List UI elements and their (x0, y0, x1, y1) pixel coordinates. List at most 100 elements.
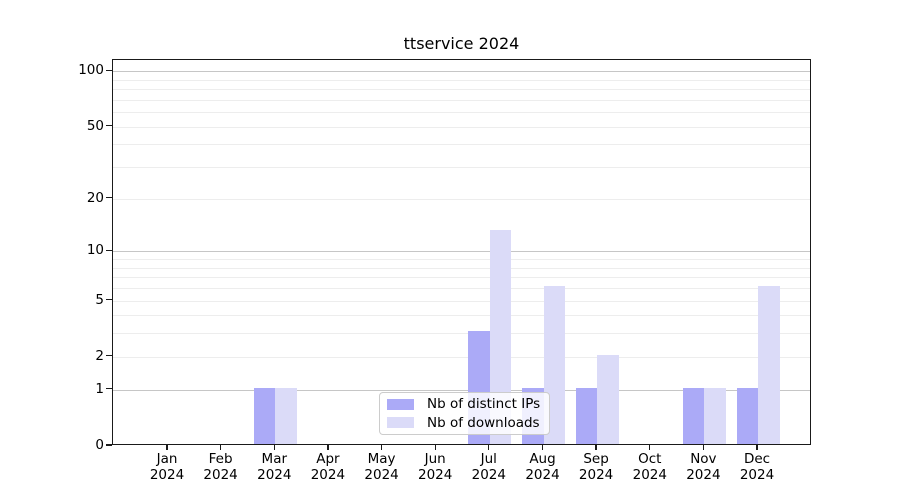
plot-area (112, 59, 811, 445)
x-tick-mark-sep (595, 445, 597, 450)
x-tick-mark-feb (219, 445, 222, 450)
x-tick-year: 2024 (525, 466, 560, 483)
x-tick-month: Aug (529, 451, 556, 467)
x-tick-month: Mar (261, 451, 288, 467)
x-tick-mark-nov (702, 445, 705, 450)
gridline-7 (113, 277, 810, 279)
gridline-20 (113, 198, 810, 200)
gridline-90 (113, 79, 810, 81)
gridline-6 (113, 288, 810, 289)
bar-jul-downloads (489, 229, 512, 444)
y-tick-mark-0 (106, 444, 112, 446)
y-tick-label-5: 5 (95, 291, 104, 308)
x-tick-mark-mar (273, 445, 275, 450)
x-tick-month: Oct (638, 451, 662, 467)
x-tick-label-jun: Jun 2024 (390, 451, 480, 483)
x-tick-label-apr: Apr 2024 (283, 451, 373, 483)
x-tick-month: May (367, 451, 396, 467)
x-tick-label-aug: Aug 2024 (498, 451, 588, 483)
y-tick-mark-20 (106, 197, 112, 199)
bar-dec-downloads (758, 286, 780, 444)
x-tick-label-may: May 2024 (337, 451, 427, 483)
legend-swatch-distinct-ips (387, 399, 414, 410)
y-tick-mark-10 (106, 249, 112, 251)
x-tick-year: 2024 (739, 466, 775, 483)
x-tick-year: 2024 (310, 466, 346, 483)
x-tick-mark-may (380, 445, 383, 450)
gridline-1 (113, 389, 810, 391)
x-tick-mark-oct (649, 445, 651, 450)
legend-label-downloads: Nb of downloads (427, 414, 540, 431)
y-tick-mark-5 (106, 298, 112, 301)
y-tick-mark-100 (106, 69, 112, 71)
x-tick-year: 2024 (364, 466, 399, 483)
y-tick-mark-1 (106, 388, 112, 390)
x-tick-label-feb: Feb 2024 (176, 451, 266, 483)
bar-nov-distinct-ips (682, 387, 705, 444)
y-tick-mark-50 (106, 125, 112, 127)
x-tick-month: Jun (424, 451, 446, 467)
bar-sep-distinct-ips (575, 387, 598, 444)
chart-title: ttservice 2024 (403, 34, 520, 53)
x-tick-mark-aug (541, 445, 544, 450)
x-tick-label-oct: Oct 2024 (605, 451, 695, 483)
x-tick-year: 2024 (578, 466, 614, 483)
legend: Nb of distinct IPs Nb of downloads (379, 392, 551, 435)
x-tick-year: 2024 (257, 466, 292, 483)
gridline-80 (113, 89, 810, 91)
bar-mar-downloads (275, 387, 297, 444)
x-tick-month: Jan (156, 451, 178, 467)
x-tick-mark-apr (327, 445, 329, 450)
legend-entry-distinct-ips: Nb of distinct IPs (387, 396, 540, 412)
legend-label-distinct-ips: Nb of distinct IPs (427, 396, 541, 413)
legend-entry-downloads: Nb of downloads (387, 415, 540, 431)
x-tick-year: 2024 (471, 466, 506, 483)
y-tick-label-50: 50 (86, 117, 104, 134)
x-tick-label-sep: Sep 2024 (551, 451, 641, 483)
gridline-2 (113, 356, 810, 358)
x-tick-year: 2024 (686, 466, 721, 483)
y-tick-label-10: 10 (86, 242, 104, 259)
gridline-100 (113, 71, 810, 73)
x-tick-month: Sep (583, 451, 609, 467)
x-tick-year: 2024 (632, 466, 667, 483)
x-tick-label-dec: Dec 2024 (712, 451, 802, 483)
gridline-5 (113, 300, 810, 302)
bar-dec-distinct-ips (736, 387, 758, 444)
bar-sep-downloads (597, 354, 619, 444)
y-tick-label-0: 0 (95, 437, 104, 453)
gridline-70 (113, 99, 810, 101)
x-tick-mark-jan (166, 445, 168, 450)
x-tick-month: Apr (316, 451, 340, 467)
y-tick-label-2: 2 (95, 347, 104, 364)
x-tick-label-nov: Nov 2024 (658, 451, 748, 483)
x-tick-month: Nov (690, 451, 717, 467)
x-tick-year: 2024 (418, 466, 453, 483)
gridline-50 (113, 126, 810, 128)
gridline-40 (113, 144, 810, 146)
x-tick-mark-jul (488, 445, 490, 450)
y-tick-label-100: 100 (78, 62, 104, 79)
gridline-4 (113, 315, 810, 317)
x-tick-year: 2024 (203, 466, 238, 483)
gridline-60 (113, 112, 810, 114)
legend-swatch-downloads (387, 417, 414, 428)
x-tick-mark-dec (756, 445, 758, 450)
x-tick-mark-jun (434, 445, 436, 450)
y-tick-mark-2 (106, 355, 112, 357)
y-tick-label-1: 1 (95, 380, 104, 397)
x-tick-month: Jul (480, 451, 497, 467)
x-tick-month: Feb (208, 451, 233, 467)
gridline-9 (113, 259, 810, 260)
x-tick-label-jul: Jul 2024 (444, 451, 534, 483)
gridline-8 (113, 267, 810, 269)
x-tick-label-jan: Jan 2024 (122, 451, 212, 483)
x-tick-label-mar: Mar 2024 (229, 451, 319, 483)
gridline-3 (113, 333, 810, 335)
y-tick-label-20: 20 (86, 189, 104, 206)
bar-nov-downloads (704, 387, 726, 444)
x-tick-month: Dec (743, 451, 771, 467)
gridline-30 (113, 167, 810, 169)
x-tick-year: 2024 (149, 466, 185, 483)
